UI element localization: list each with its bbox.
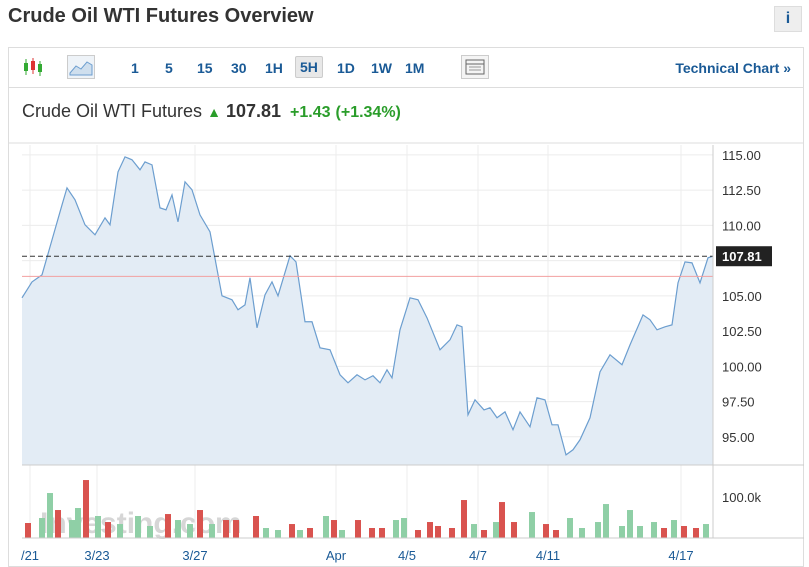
technical-chart-link[interactable]: Technical Chart »	[675, 60, 791, 76]
interval-button[interactable]: 1H	[265, 60, 283, 76]
quote-line: Crude Oil WTI Futures ▲ 107.81 +1.43 (+1…	[22, 101, 401, 122]
interval-button[interactable]: 30	[231, 60, 247, 76]
page-title: Crude Oil WTI Futures Overview	[8, 5, 314, 27]
price-change-percent: (+1.34%)	[335, 104, 401, 121]
table-icon[interactable]	[461, 55, 489, 79]
last-price: 107.81	[225, 101, 281, 121]
candle-icon[interactable]	[21, 56, 45, 78]
instrument-name: Crude Oil WTI Futures	[22, 101, 203, 121]
info-button[interactable]: i	[774, 6, 802, 32]
interval-button[interactable]: 1	[131, 60, 139, 76]
interval-button[interactable]: 15	[197, 60, 213, 76]
interval-button[interactable]: 5H	[295, 56, 323, 78]
interval-button[interactable]: 1M	[405, 60, 425, 76]
price-change: +1.43	[290, 104, 331, 121]
toolbar: 1 5 15 30 1H 5H 1D 1W 1M Technical Chart »	[9, 48, 803, 88]
area-icon[interactable]	[67, 55, 95, 79]
up-arrow: ▲	[207, 104, 221, 120]
interval-button[interactable]: 5	[165, 60, 173, 76]
interval-button[interactable]: 1D	[337, 60, 355, 76]
chart-panel	[8, 47, 804, 567]
interval-button[interactable]: 1W	[371, 60, 392, 76]
